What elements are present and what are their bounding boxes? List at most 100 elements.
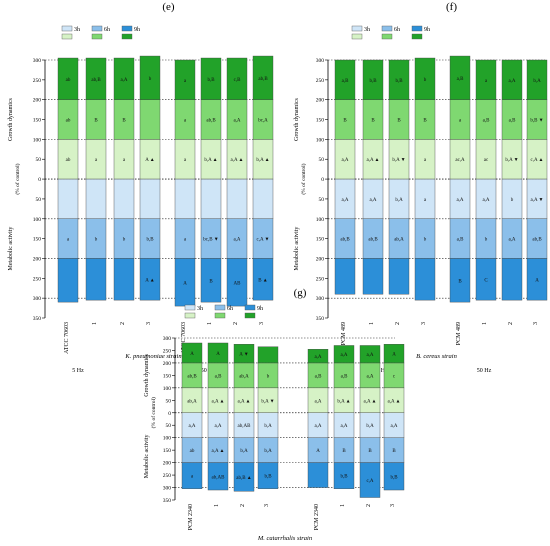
bar-metabolic-segment [388,258,410,295]
bar-label-growth: A [392,353,396,358]
bar-label-metabolic: A [535,278,539,283]
bar-label-growth: ab,B [258,77,268,82]
bar-label-metabolic: B [392,449,396,454]
category-tick-label: 1 [369,322,375,325]
bar-label-metabolic: B [342,449,346,454]
bar-label-growth: a,B [509,119,516,124]
bar-label-growth: a,B [315,374,322,379]
bar-metabolic-segment [449,258,471,303]
bar-growth-segment [139,55,161,100]
bar-label-metabolic: C [484,278,488,283]
bar-label-metabolic: a [191,475,194,480]
bar-growth-segment [383,344,405,364]
bar-label-metabolic: b [95,238,98,243]
y-tick-label: 200 [33,256,42,262]
bar-label-growth: a [95,158,98,163]
bar-label-metabolic: ab,AB [212,475,226,480]
bar-metabolic-segment [200,178,222,219]
y-tick-label: 50 [166,423,172,429]
bar-label-growth: b,A ▼ [505,158,518,163]
bar-label-growth: a,A [314,355,321,360]
bar-label-metabolic: b,B [390,475,398,480]
bar-label-growth: a [123,158,126,163]
legend-swatch-metabolic [381,25,393,32]
bar-label-metabolic: a,A [369,198,376,203]
bar-label-growth: b [267,374,270,379]
bar-label-metabolic: a,A [214,424,221,429]
y-tick-label: 300 [163,336,172,342]
bar-growth-segment [113,57,135,100]
bar-label-metabolic: B [458,279,462,284]
category-tick-label: 3 [264,504,270,507]
bar-metabolic-segment [414,258,436,301]
group-label-5hz: 5 Hz [72,368,84,374]
category-tick-label: 2 [508,322,514,325]
legend-entry: 6h [394,27,400,33]
bar-label-metabolic: b,A [264,424,272,429]
y-tick-label: 350 [316,316,325,322]
bar-label-growth: c,A ▲ [530,158,543,163]
category-tick-label: PCM 2340 [314,504,320,530]
y-tick-label: 200 [163,361,172,367]
bar-label-metabolic: ab,AB [238,424,252,429]
y-tick-label: 350 [163,498,172,504]
ylabel-metabolic: Metabolic activity [8,227,14,271]
bar-label-growth: a,A [120,78,127,83]
bar-label-metabolic: a [424,198,427,203]
bar-metabolic-segment [362,258,384,295]
y-tick-label: 200 [316,98,325,104]
legend-entry: 9h [257,306,263,312]
bar-label-metabolic: a,A ▼ [530,198,543,203]
bar-label-metabolic: a,A [482,198,489,203]
bar-metabolic-segment [526,258,548,301]
bar-metabolic-segment [181,462,203,489]
bar-label-metabolic: A [316,449,320,454]
bar-label-growth: a,B [341,374,348,379]
category-tick-label: 3 [259,322,265,325]
bar-label-metabolic: bc,B ▼ [203,238,219,243]
category-tick-label: PCM 489 [341,322,347,345]
category-tick-label: 1 [482,322,488,325]
y-tick-label: 200 [163,461,172,467]
bar-growth-segment [334,59,356,100]
y-tick-label: 0 [321,177,324,183]
bar-growth-segment [257,346,279,364]
bar-label-growth: a,A [366,353,373,358]
ylabel-growth: Growth dynamics [294,97,300,140]
bar-label-metabolic: A ▲ [145,278,155,283]
bar-metabolic-segment [139,258,161,301]
bar-label-metabolic: b [511,198,514,203]
bar-growth-segment [475,59,497,100]
bar-label-growth: ab [66,78,71,83]
legend-swatch-metabolic [214,304,226,311]
legend-swatch-metabolic [91,25,103,32]
bar-metabolic-segment [333,462,355,489]
y-tick-label: 350 [33,316,42,322]
bar-label-growth: A ▲ [145,158,155,163]
bar-metabolic-segment [359,462,381,498]
bar-growth-segment [526,59,548,100]
y-tick-label: 250 [163,473,172,479]
category-tick-label: ATCC 70603 [64,322,70,354]
y-tick-label: 150 [316,118,325,124]
bar-metabolic-segment [113,178,135,219]
ylabel-growth: Growth dynamics [8,97,14,140]
y-tick-label: 150 [316,237,325,243]
bar-label-growth: b,A ▼ [261,399,274,404]
bar-label-metabolic: b [123,238,126,243]
bar-label-metabolic: b,B [340,475,348,480]
bar-label-metabolic: a,A [233,238,240,243]
bar-label-growth: a,A ▲ [387,399,400,404]
legend-swatch-metabolic [121,25,133,32]
bar-label-growth: B [371,119,375,124]
y-tick-label: 150 [33,118,42,124]
category-tick-label: 2 [233,322,239,325]
bar-label-metabolic: ab,B [340,238,350,243]
bar-label-growth: a,B [483,119,490,124]
bar-metabolic-segment [226,178,248,219]
y-tick-label: 250 [316,276,325,282]
category-tick-label: 1 [207,322,213,325]
bar-label-growth: B [343,119,347,124]
bar-label-metabolic: b,A [395,198,403,203]
